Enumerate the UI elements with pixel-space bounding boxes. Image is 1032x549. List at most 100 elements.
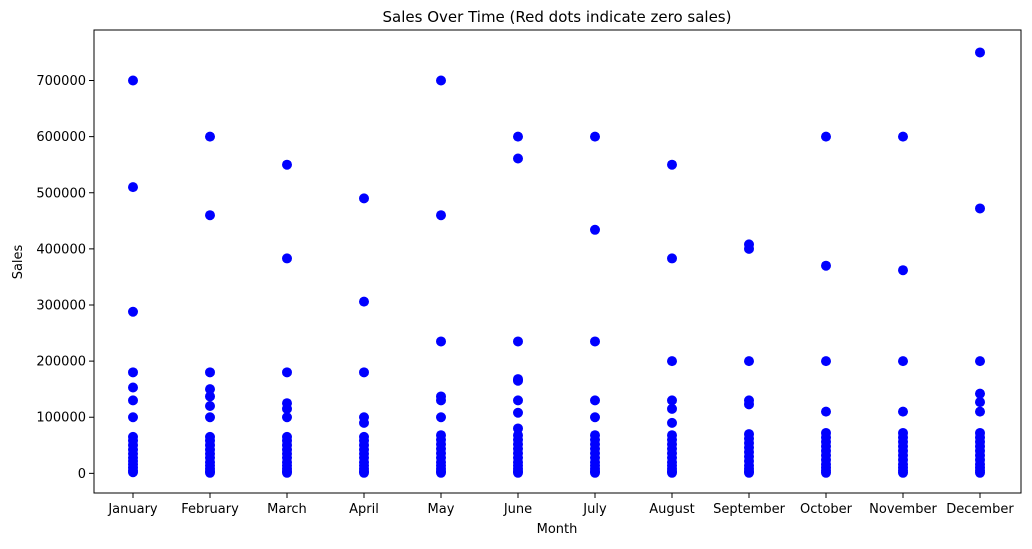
x-tick-label: December [946,502,1014,517]
data-point [359,417,369,428]
plot-area-frame [93,29,1022,494]
y-tick-label: 100000 [36,411,86,426]
data-point [436,75,446,86]
data-point [975,467,985,478]
data-point [667,356,677,367]
data-point [282,367,292,378]
data-point [898,265,908,276]
data-point [590,131,600,142]
data-point [975,406,985,417]
data-point [821,467,831,478]
data-points [128,47,985,478]
data-point [898,131,908,142]
data-point [128,306,138,317]
y-tick-label: 200000 [36,355,86,370]
data-point [667,417,677,428]
data-point [436,210,446,221]
data-point [436,395,446,406]
data-point [282,253,292,264]
x-tick-label: August [649,502,695,517]
data-point [513,407,523,418]
data-point [128,412,138,423]
data-point [205,412,215,423]
data-point [975,356,985,367]
data-point [359,367,369,378]
x-tick-label: January [107,502,158,517]
data-point [205,131,215,142]
y-tick-label: 500000 [36,186,86,201]
x-tick-label: February [181,502,239,517]
data-point [975,203,985,214]
data-point [898,356,908,367]
data-point [359,467,369,478]
data-point [128,75,138,86]
data-point [205,210,215,221]
data-point [513,153,523,164]
x-tick-label: November [869,502,937,517]
data-point [667,159,677,170]
x-tick-label: September [713,502,786,517]
y-tick-label: 700000 [36,74,86,89]
y-tick-label: 0 [78,467,86,482]
data-point [205,384,215,395]
x-tick-label: April [349,502,379,517]
data-point [282,412,292,423]
data-point [128,467,138,478]
data-point [436,467,446,478]
data-point [590,336,600,347]
data-point [667,467,677,478]
data-point [898,467,908,478]
data-point [513,395,523,406]
x-axis: January February March April May June July Augu… [107,493,1014,517]
data-point [359,193,369,204]
data-point [128,382,138,393]
data-point [128,182,138,193]
data-point [744,243,754,254]
y-tick-label: 300000 [36,298,86,313]
data-point [205,391,215,402]
data-point [590,224,600,235]
data-point [821,131,831,142]
data-point [590,395,600,406]
data-point [898,406,908,417]
data-point [975,388,985,399]
y-tick-label: 600000 [36,130,86,145]
y-tick-label: 400000 [36,242,86,257]
data-point [205,467,215,478]
data-point [744,467,754,478]
x-axis-title: Month [537,522,578,537]
data-point [975,397,985,408]
data-point [590,467,600,478]
data-point [513,336,523,347]
x-tick-label: March [267,502,307,517]
data-point [205,401,215,412]
x-tick-label: May [428,502,455,517]
data-point [667,395,677,406]
y-axis-title: Sales [11,244,26,279]
data-point [975,47,985,58]
data-point [821,356,831,367]
data-point [359,296,369,307]
data-point [590,412,600,423]
data-point [282,467,292,478]
data-point [128,367,138,378]
data-point [513,131,523,142]
data-point [436,336,446,347]
chart-title: Sales Over Time (Red dots indicate zero … [383,8,732,26]
data-point [513,467,523,478]
data-point [744,356,754,367]
data-point [821,260,831,271]
data-point [128,395,138,406]
data-point [282,403,292,414]
x-tick-label: October [800,502,853,517]
y-axis: 0 100000 200000 300000 400000 500000 600000 700… [36,74,94,482]
data-point [667,253,677,264]
x-tick-label: July [582,502,607,517]
data-point [744,399,754,410]
x-tick-label: June [503,502,532,517]
data-point [513,375,523,386]
data-point [436,412,446,423]
data-point [667,403,677,414]
